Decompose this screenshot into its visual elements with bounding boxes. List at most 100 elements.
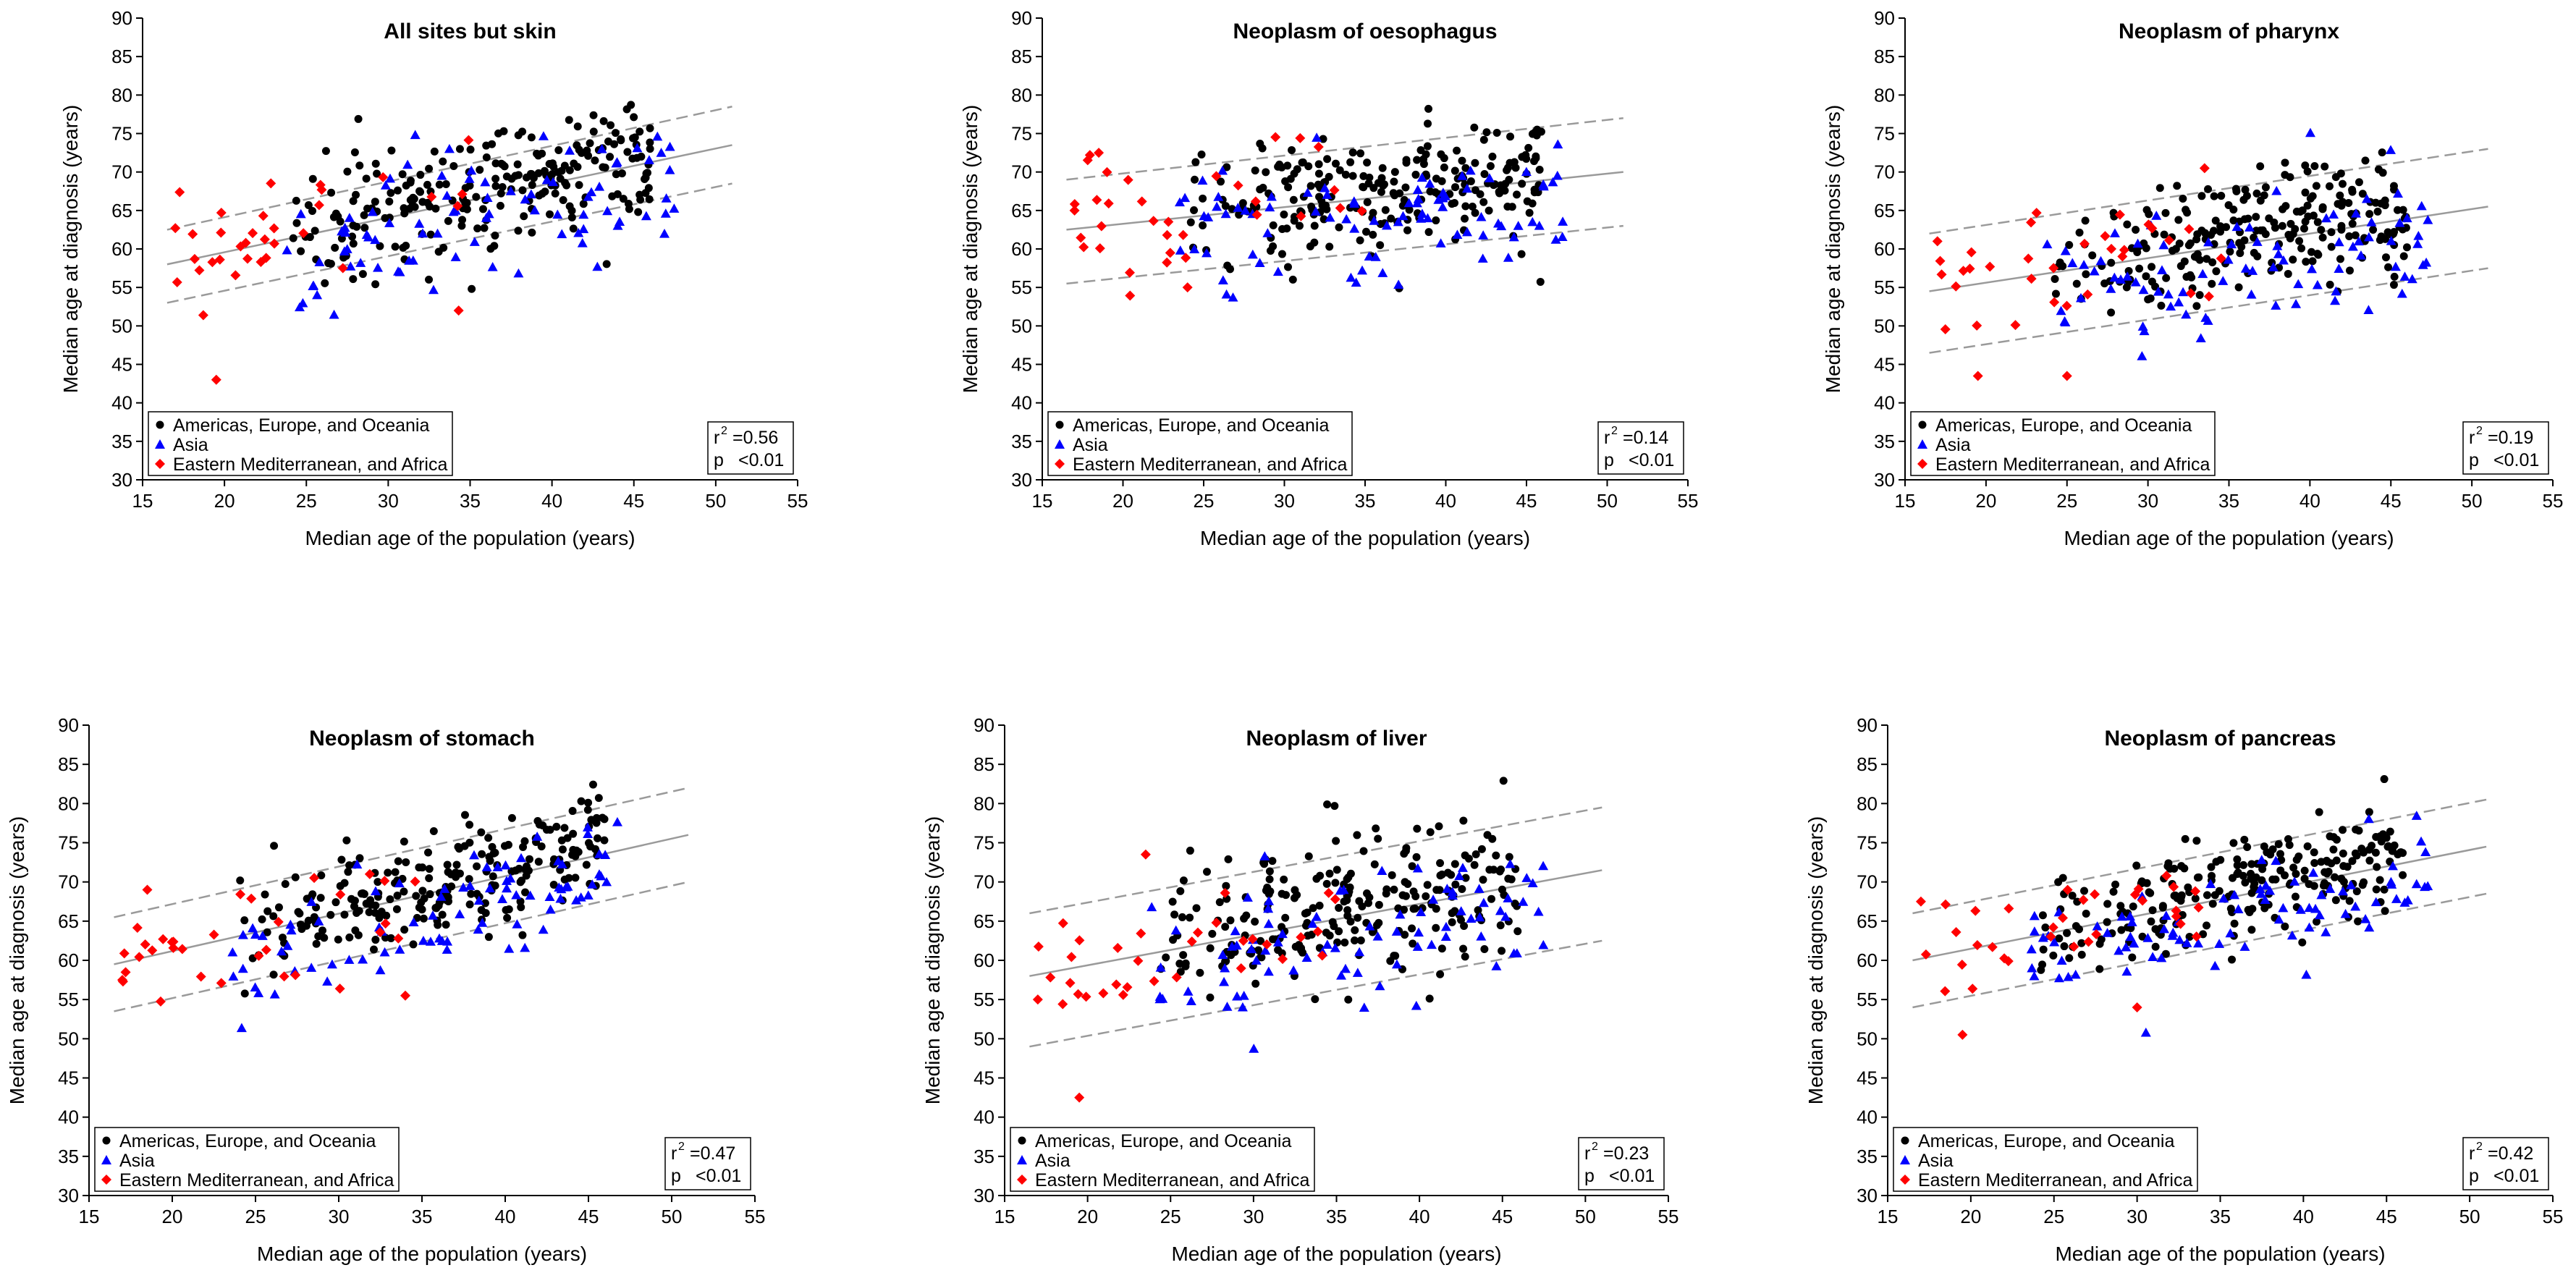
- point-americas-europe-oceania: [2207, 863, 2216, 871]
- point-americas-europe-oceania: [1424, 228, 1433, 237]
- point-asia: [2049, 936, 2060, 947]
- point-americas-europe-oceania: [2345, 232, 2354, 241]
- point-americas-europe-oceania: [2208, 900, 2217, 908]
- point-americas-europe-oceania: [1293, 165, 1301, 174]
- point-americas-europe-oceania: [408, 200, 417, 209]
- point-americas-europe-oceania: [591, 156, 599, 165]
- point-asia: [1478, 897, 1489, 908]
- point-americas-europe-oceania: [2039, 945, 2048, 954]
- point-americas-europe-oceania: [236, 876, 245, 885]
- point-americas-europe-oceania: [2345, 266, 2354, 275]
- point-americas-europe-oceania: [2358, 881, 2367, 889]
- point-americas-europe-oceania: [2231, 185, 2240, 193]
- point-americas-europe-oceania: [589, 127, 598, 136]
- r-squared-value: =0.19: [2488, 428, 2533, 448]
- y-tick-label: 30: [1857, 1185, 1878, 1206]
- point-americas-europe-oceania: [1179, 951, 1188, 960]
- point-americas-europe-oceania: [611, 129, 620, 138]
- point-asia: [1457, 171, 1468, 180]
- point-eastern-mediterranean-africa: [155, 996, 166, 1007]
- point-asia: [1251, 955, 1262, 965]
- point-americas-europe-oceania: [1374, 179, 1382, 187]
- point-asia: [2411, 879, 2422, 889]
- point-asia: [2229, 889, 2240, 900]
- point-americas-europe-oceania: [2337, 874, 2346, 883]
- point-americas-europe-oceania: [2233, 855, 2242, 864]
- point-asia: [2095, 255, 2106, 266]
- y-tick-label: 35: [111, 431, 132, 452]
- point-asia: [1503, 893, 1513, 902]
- point-asia: [583, 192, 594, 201]
- y-tick-label: 50: [1874, 315, 1895, 337]
- point-eastern-mediterranean-africa: [1124, 267, 1135, 278]
- x-tick-label: 20: [162, 1206, 183, 1227]
- point-asia: [661, 193, 672, 203]
- point-americas-europe-oceania: [420, 894, 428, 903]
- point-americas-europe-oceania: [511, 866, 520, 875]
- point-eastern-mediterranean-africa: [216, 978, 227, 989]
- point-americas-europe-oceania: [2303, 842, 2312, 851]
- point-eastern-mediterranean-africa: [198, 310, 208, 321]
- point-asia: [1369, 216, 1380, 225]
- r-squared-label: r: [2469, 428, 2475, 448]
- y-tick-label: 60: [111, 238, 132, 260]
- point-asia: [477, 918, 488, 927]
- point-eastern-mediterranean-africa: [1335, 203, 1346, 213]
- point-americas-europe-oceania: [1411, 904, 1419, 913]
- x-tick-label: 25: [1194, 490, 1215, 512]
- point-americas-europe-oceania: [1280, 875, 1288, 884]
- point-eastern-mediterranean-africa: [1270, 132, 1281, 143]
- point-asia: [2268, 262, 2279, 271]
- point-americas-europe-oceania: [1315, 901, 1324, 910]
- point-eastern-mediterranean-africa: [1102, 166, 1112, 177]
- point-eastern-mediterranean-africa: [2061, 371, 2072, 381]
- x-axis-label: Median age of the population (years): [1200, 527, 1530, 549]
- point-asia: [2163, 289, 2174, 299]
- point-americas-europe-oceania: [1192, 904, 1201, 913]
- point-americas-europe-oceania: [1453, 146, 1461, 155]
- legend-label: Eastern Mediterranean, and Africa: [173, 454, 447, 475]
- point-americas-europe-oceania: [1485, 206, 1493, 215]
- point-americas-europe-oceania: [2318, 205, 2327, 213]
- point-americas-europe-oceania: [1256, 140, 1264, 148]
- point-americas-europe-oceania: [348, 232, 357, 241]
- point-americas-europe-oceania: [2088, 251, 2097, 260]
- point-americas-europe-oceania: [1314, 180, 1322, 189]
- point-americas-europe-oceania: [465, 821, 474, 829]
- point-americas-europe-oceania: [1168, 897, 1177, 906]
- r-squared-value: =0.14: [1623, 428, 1668, 448]
- point-eastern-mediterranean-africa: [2003, 903, 2014, 914]
- point-americas-europe-oceania: [2228, 908, 2237, 916]
- point-americas-europe-oceania: [425, 275, 434, 284]
- point-americas-europe-oceania: [573, 122, 582, 131]
- point-eastern-mediterranean-africa: [248, 228, 258, 239]
- point-eastern-mediterranean-africa: [1069, 198, 1080, 209]
- point-eastern-mediterranean-africa: [335, 889, 346, 900]
- point-eastern-mediterranean-africa: [1985, 261, 1996, 272]
- point-asia: [394, 267, 405, 276]
- y-tick-label: 50: [974, 1028, 994, 1049]
- point-americas-europe-oceania: [1268, 857, 1277, 866]
- y-tick-label: 30: [58, 1185, 79, 1206]
- point-americas-europe-oceania: [2373, 863, 2381, 871]
- point-americas-europe-oceania: [1354, 913, 1362, 922]
- point-americas-europe-oceania: [2310, 859, 2319, 868]
- point-eastern-mediterranean-africa: [1951, 281, 1961, 292]
- point-americas-europe-oceania: [1377, 187, 1385, 196]
- point-asia: [571, 895, 582, 905]
- point-americas-europe-oceania: [608, 192, 617, 200]
- point-americas-europe-oceania: [435, 180, 444, 189]
- point-americas-europe-oceania: [507, 174, 516, 183]
- point-americas-europe-oceania: [442, 896, 451, 905]
- point-americas-europe-oceania: [1530, 128, 1539, 137]
- point-americas-europe-oceania: [400, 926, 409, 934]
- p-label: p: [714, 450, 724, 470]
- point-eastern-mediterranean-africa: [261, 944, 271, 955]
- point-americas-europe-oceania: [1199, 194, 1207, 203]
- point-asia: [520, 194, 531, 204]
- point-asia: [1264, 202, 1275, 212]
- point-americas-europe-oceania: [465, 875, 473, 884]
- x-tick-label: 30: [1243, 1206, 1264, 1227]
- point-asia: [2153, 287, 2163, 296]
- point-asia: [2271, 185, 2282, 195]
